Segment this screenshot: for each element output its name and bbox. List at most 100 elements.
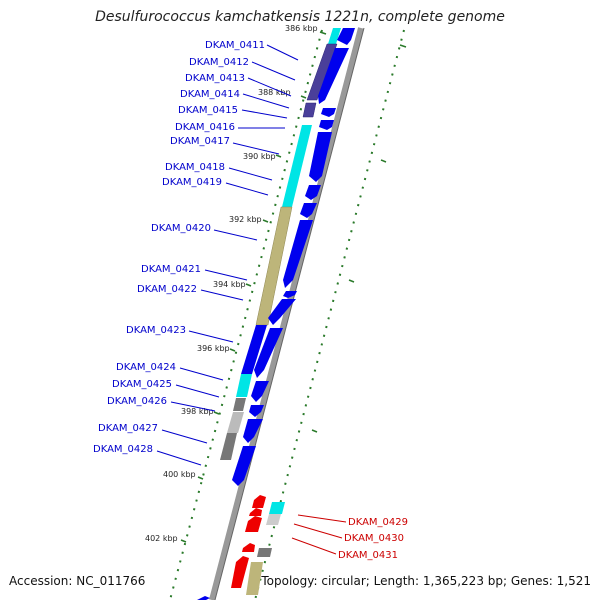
leader-dkam-0429 xyxy=(297,514,347,523)
gene-label-dkam-0418[interactable]: DKAM_0418 xyxy=(165,162,225,173)
forward-gene-arrow xyxy=(197,596,210,600)
block-cyan xyxy=(269,502,285,514)
kbp-tick xyxy=(319,31,327,35)
leader-dkam-0420 xyxy=(213,229,258,241)
block-gray xyxy=(257,548,272,557)
gene-label-dkam-0412[interactable]: DKAM_0412 xyxy=(189,57,249,68)
kbp-tick xyxy=(245,283,252,287)
forward-gene-arrow xyxy=(300,203,317,218)
forward-gene-arrow xyxy=(249,405,264,417)
forward-gene-arrow xyxy=(319,120,334,130)
block-olive xyxy=(255,206,293,326)
forward-gene-arrow xyxy=(283,220,313,288)
kbp-label-394: 394 kbp xyxy=(213,280,246,289)
block-gray xyxy=(233,398,246,411)
leader-dkam-0425 xyxy=(175,384,220,398)
leader-dkam-0421 xyxy=(204,269,248,281)
block-lightgray xyxy=(227,412,244,433)
genome-backbone-edge xyxy=(214,27,365,600)
gene-label-dkam-0417[interactable]: DKAM_0417 xyxy=(170,136,230,147)
block-cyan xyxy=(236,374,252,397)
block-violet xyxy=(302,102,317,118)
forward-gene-arrow xyxy=(251,381,269,402)
forward-gene-arrow xyxy=(283,291,297,298)
gene-label-dkam-0430[interactable]: DKAM_0430 xyxy=(344,533,404,544)
forward-gene-arrow xyxy=(232,446,256,486)
gene-label-dkam-0422[interactable]: DKAM_0422 xyxy=(137,284,197,295)
gene-label-dkam-0421[interactable]: DKAM_0421 xyxy=(141,264,201,275)
forward-gene-arrows xyxy=(197,28,355,600)
leader-dkam-0431 xyxy=(291,537,337,555)
accession-label: Accession: NC_011766 xyxy=(9,574,146,588)
kbp-label-386: 386 kbp xyxy=(285,24,318,33)
gene-label-dkam-0423[interactable]: DKAM_0423 xyxy=(126,325,186,336)
gene-label-dkam-0426[interactable]: DKAM_0426 xyxy=(107,396,167,407)
forward-gene-arrow xyxy=(337,28,355,45)
gene-label-dkam-0416[interactable]: DKAM_0416 xyxy=(175,122,235,133)
kbp-label-398: 398 kbp xyxy=(181,407,214,416)
leader-dkam-0418 xyxy=(228,167,273,181)
leader-dkam-0412 xyxy=(251,61,296,81)
reverse-gene-arrows xyxy=(231,495,266,588)
block-cyan xyxy=(328,28,341,44)
leader-dkam-0414 xyxy=(242,93,290,109)
kbp-tick-right xyxy=(380,159,387,163)
forward-gene-arrow xyxy=(243,419,263,443)
kbp-ticks: 386 kbp 388 kbp 390 kbp 392 kbp 394 kbp … xyxy=(145,24,407,543)
block-lightgray xyxy=(266,514,281,525)
forward-gene-arrow xyxy=(254,328,283,378)
forward-gene-arrow xyxy=(318,48,349,104)
kbp-tick xyxy=(213,411,220,415)
reverse-gene-arrow xyxy=(252,495,266,508)
gene-label-dkam-0411[interactable]: DKAM_0411 xyxy=(205,40,265,51)
leader-dkam-0417 xyxy=(232,142,280,155)
leader-dkam-0430 xyxy=(293,523,343,539)
forward-gene-arrow xyxy=(268,299,296,325)
leader-dkam-0423 xyxy=(188,330,234,343)
reverse-gene-arrow xyxy=(242,543,255,552)
kbp-label-402: 402 kbp xyxy=(145,534,178,543)
leader-dkam-0415 xyxy=(241,109,288,119)
genome-backbone xyxy=(209,27,364,600)
kbp-tick-right xyxy=(399,44,407,48)
gene-label-dkam-0420[interactable]: DKAM_0420 xyxy=(151,223,211,234)
genome-stats-label: Topology: circular; Length: 1,365,223 bp… xyxy=(261,574,591,588)
leader-dkam-0413 xyxy=(247,77,292,97)
gene-label-dkam-0414[interactable]: DKAM_0414 xyxy=(180,89,240,100)
gene-label-dkam-0427[interactable]: DKAM_0427 xyxy=(98,423,158,434)
leader-dkam-0422 xyxy=(200,289,244,301)
leader-dkam-0428 xyxy=(156,450,202,466)
map-title: Desulfurococcus kamchatkensis 1221n, com… xyxy=(95,9,505,25)
kbp-tick xyxy=(275,154,282,158)
kbp-label-388: 388 kbp xyxy=(258,88,291,97)
kbp-tick-right xyxy=(311,429,318,433)
kbp-label-392: 392 kbp xyxy=(229,215,262,224)
reverse-gene-arrow xyxy=(231,556,249,588)
kbp-tick xyxy=(197,476,204,480)
leader-dkam-0419 xyxy=(225,182,269,196)
forward-gene-arrow xyxy=(305,185,321,200)
kbp-tick xyxy=(300,95,307,99)
gene-label-dkam-0425[interactable]: DKAM_0425 xyxy=(112,379,172,390)
leader-dkam-0427 xyxy=(161,429,208,444)
gene-label-dkam-0419[interactable]: DKAM_0419 xyxy=(162,177,222,188)
leader-dkam-0411 xyxy=(266,44,299,61)
reverse-gene-arrow xyxy=(249,508,262,516)
kbp-tick xyxy=(262,219,269,223)
gene-label-dkam-0413[interactable]: DKAM_0413 xyxy=(185,73,245,84)
kbp-tick xyxy=(180,539,187,543)
gene-label-leaders xyxy=(156,44,347,555)
kbp-label-396: 396 kbp xyxy=(197,344,230,353)
forward-gene-arrow xyxy=(321,108,336,117)
block-olive xyxy=(246,562,263,595)
kbp-tick xyxy=(229,348,236,352)
block-gray xyxy=(220,433,237,460)
gene-label-dkam-0429[interactable]: DKAM_0429 xyxy=(348,517,408,528)
gene-label-dkam-0431[interactable]: DKAM_0431 xyxy=(338,550,398,561)
gene-label-dkam-0424[interactable]: DKAM_0424 xyxy=(116,362,176,373)
gene-label-dkam-0428[interactable]: DKAM_0428 xyxy=(93,444,153,455)
forward-gene-arrow xyxy=(309,132,332,182)
block-blue xyxy=(241,325,267,374)
gene-label-dkam-0415[interactable]: DKAM_0415 xyxy=(178,105,238,116)
